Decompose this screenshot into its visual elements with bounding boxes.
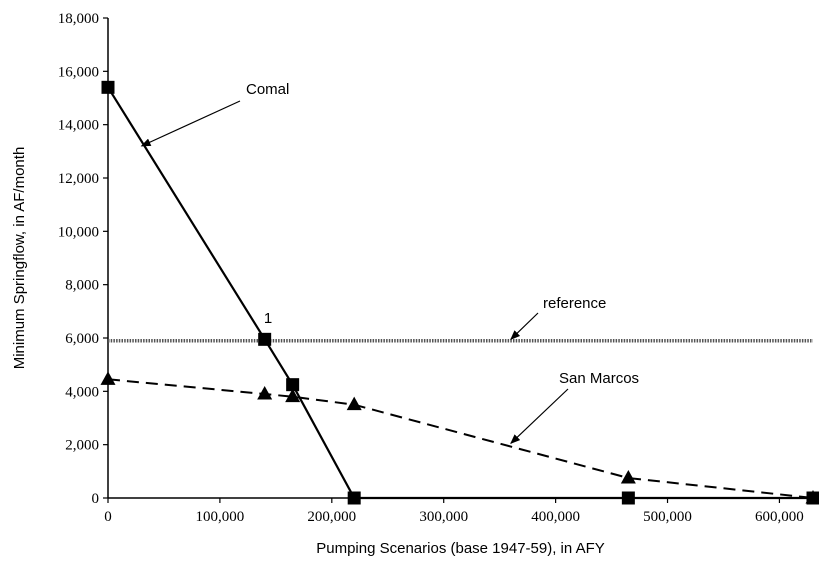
annotation-label: San Marcos <box>559 370 639 387</box>
y-tick-label: 12,000 <box>58 171 99 187</box>
annotations-layer: Comal reference San Marcos 1 <box>140 81 639 445</box>
annotation-label: reference <box>543 295 606 312</box>
y-tick-label: 10,000 <box>58 224 99 240</box>
y-axis-title: Minimum Springflow, in AF/month <box>11 147 28 370</box>
annotation-arrow <box>510 312 539 341</box>
annotation-arrow <box>140 100 241 147</box>
data-point-comal <box>286 378 300 392</box>
annotation-label: Comal <box>246 81 289 98</box>
data-point-san-marcos <box>285 388 301 403</box>
y-tick-label: 2,000 <box>65 438 99 454</box>
x-tick-label: 200,000 <box>307 509 356 525</box>
x-axis-title: Pumping Scenarios (base 1947-59), in AFY <box>316 540 605 557</box>
x-tick-label: 500,000 <box>643 509 692 525</box>
markers-layer <box>100 80 819 505</box>
axis-ticks: 0 2,000 4,000 6,000 8,000 10,000 12,000 14,000 1… <box>58 11 804 525</box>
annotation-arrow <box>510 388 569 445</box>
y-tick-label: 0 <box>92 491 100 507</box>
y-tick-label: 4,000 <box>65 384 99 400</box>
data-point-comal <box>258 332 272 346</box>
y-tick-label: 16,000 <box>58 64 99 80</box>
data-point-comal <box>621 491 635 505</box>
x-tick-label: 0 <box>104 509 112 525</box>
data-point-san-marcos <box>257 386 273 400</box>
y-tick-label: 6,000 <box>65 331 99 347</box>
series-line-comal <box>107 86 813 500</box>
series-line-san-marcos <box>107 378 814 499</box>
series-layer <box>107 86 814 500</box>
data-point-san-marcos <box>805 490 819 504</box>
x-tick-label: 400,000 <box>531 509 580 525</box>
data-point-comal <box>101 80 115 94</box>
y-tick-label: 18,000 <box>58 11 99 27</box>
data-point-san-marcos <box>620 470 636 484</box>
y-tick-label: 8,000 <box>65 278 99 294</box>
annotation-label: 1 <box>264 310 272 327</box>
data-point-san-marcos <box>100 371 116 385</box>
x-tick-label: 600,000 <box>755 509 804 525</box>
y-tick-label: 14,000 <box>58 118 99 134</box>
x-tick-label: 100,000 <box>196 509 245 525</box>
data-point-san-marcos <box>346 396 362 411</box>
x-tick-label: 300,000 <box>419 509 468 525</box>
data-point-comal <box>347 491 361 505</box>
